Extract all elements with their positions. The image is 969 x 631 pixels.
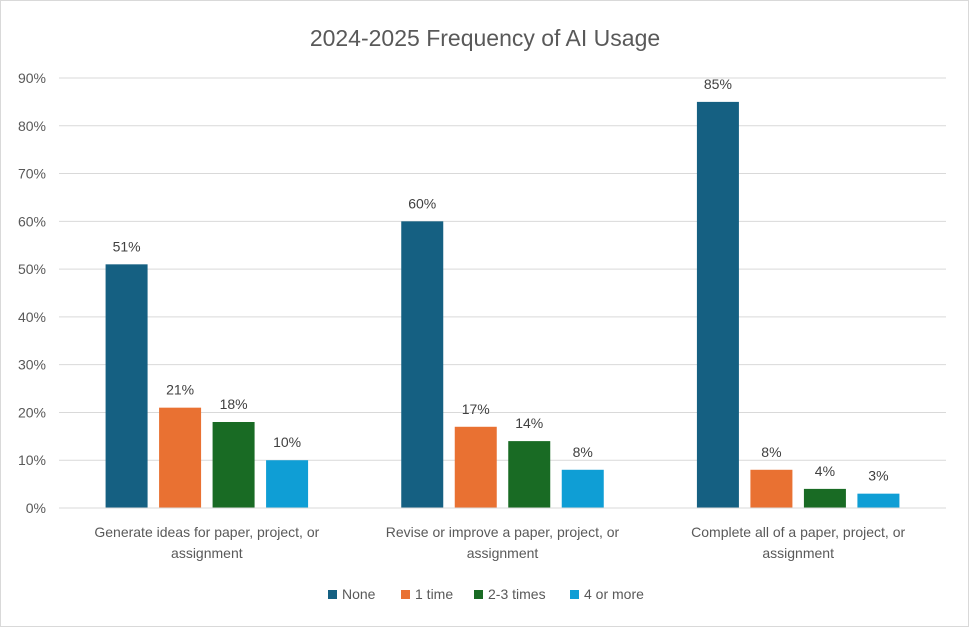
bar-none [696,101,739,508]
legend-label: None [342,586,376,602]
y-tick-label: 70% [18,166,46,182]
x-tick-label: assignment [762,545,834,561]
legend-label: 4 or more [584,586,644,602]
bar-none [105,264,148,508]
legend-swatch [328,590,337,599]
legend-swatch [474,590,483,599]
y-tick-label: 80% [18,118,46,134]
data-label: 51% [113,238,141,254]
data-label: 10% [273,434,301,450]
bar-4-or-more [266,460,309,508]
x-tick-label: Complete all of a paper, project, or [691,524,905,540]
x-tick-label: Generate ideas for paper, project, or [94,524,319,540]
bar-4-or-more [857,493,900,508]
x-axis: Generate ideas for paper, project, or ass… [59,507,946,561]
x-tick-label: assignment [171,545,243,561]
bar-1-time [159,407,202,508]
bar-2-3-times [803,488,846,508]
x-tick-label: Revise or improve a paper, project, or [386,524,620,540]
data-label: 18% [220,396,248,412]
data-label: 4% [815,463,835,479]
bar-1-time [750,469,793,508]
data-label: 21% [166,382,194,398]
data-label: 17% [462,401,490,417]
bar-4-or-more [561,469,604,508]
data-label: 14% [515,415,543,431]
legend-swatch [570,590,579,599]
y-tick-label: 30% [18,357,46,373]
legend: None 1 time 2-3 times 4 or more [328,586,644,602]
bar-2-3-times [508,441,551,508]
y-tick-label: 10% [18,452,46,468]
y-axis: 0% 10% 20% 30% 40% 50% 60% 70% 80% 90% [18,70,46,516]
data-label: 8% [761,444,781,460]
bar-1-time [454,426,497,508]
y-tick-label: 20% [18,404,46,420]
legend-label: 1 time [415,586,453,602]
y-tick-label: 50% [18,261,46,277]
bar-none [401,221,444,509]
x-tick-label: assignment [467,545,539,561]
data-label: 60% [408,195,436,211]
bar-2-3-times [212,422,255,508]
gridlines [59,77,946,509]
y-tick-label: 40% [18,309,46,325]
y-tick-label: 90% [18,70,46,86]
legend-label: 2-3 times [488,586,546,602]
bars: 51% 21% 18% 10% 60% 17% 14% 8% 85% 8% 4% 3% [105,76,900,509]
y-tick-label: 0% [26,500,46,516]
data-label: 3% [868,468,888,484]
y-tick-label: 60% [18,213,46,229]
data-label: 8% [573,444,593,460]
data-label: 85% [704,76,732,92]
chart-title: 2024-2025 Frequency of AI Usage [310,25,660,51]
legend-swatch [401,590,410,599]
